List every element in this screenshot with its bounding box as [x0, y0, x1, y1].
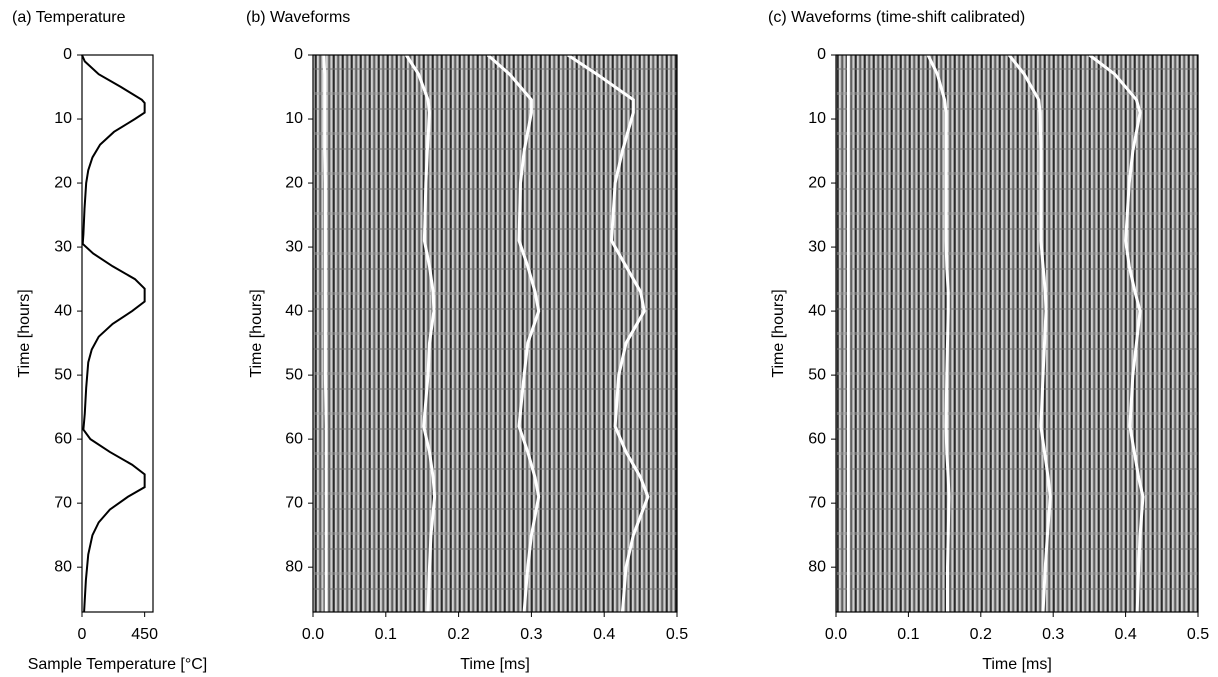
x-axis-label: Time [ms] [982, 656, 1052, 673]
y-tick-label: 60 [808, 430, 826, 447]
y-tick-label: 20 [285, 174, 303, 191]
y-tick-label: 80 [285, 558, 303, 575]
x-tick-label: 0.0 [825, 626, 847, 643]
y-tick-label: 70 [285, 494, 303, 511]
y-tick-label: 10 [285, 110, 303, 127]
y-tick-label: 60 [54, 430, 72, 447]
waveform-image [836, 55, 1198, 612]
y-tick-label: 0 [817, 46, 826, 63]
x-tick-label: 0.1 [897, 626, 919, 643]
y-tick-label: 50 [808, 366, 826, 383]
x-axis-label: Time [ms] [460, 656, 530, 673]
x-tick-label: 0.1 [375, 626, 397, 643]
x-tick-label: 0 [78, 626, 87, 643]
y-tick-label: 10 [54, 110, 72, 127]
x-tick-label: 0.2 [970, 626, 992, 643]
y-tick-label: 0 [63, 46, 72, 63]
temperature-line [81, 54, 146, 613]
y-tick-label: 0 [294, 46, 303, 63]
y-tick-label: 20 [808, 174, 826, 191]
waveform-image [313, 55, 677, 612]
picked-arrival-line [322, 54, 328, 612]
y-tick-label: 80 [808, 558, 826, 575]
y-tick-label: 80 [54, 558, 72, 575]
picked-arrival-line [404, 54, 437, 613]
x-tick-label: 0.3 [1042, 626, 1064, 643]
picked-arrival-line [566, 53, 650, 613]
axes-frame [81, 54, 154, 613]
y-tick-label: 40 [285, 302, 303, 319]
y-tick-label: 10 [808, 110, 826, 127]
picked-arrival-line [486, 53, 541, 613]
x-tick-label: 0.4 [1114, 626, 1136, 643]
y-tick-label: 60 [285, 430, 303, 447]
y-axis-label: Time [hours] [770, 289, 787, 377]
y-tick-label: 40 [808, 302, 826, 319]
x-tick-label: 0.4 [593, 626, 615, 643]
y-tick-label: 30 [285, 238, 303, 255]
y-axis-label: Time [hours] [16, 289, 33, 377]
axes-frame [835, 54, 1199, 613]
picked-arrival-line [1007, 54, 1052, 613]
picked-arrival-line [926, 54, 951, 612]
x-tick-label: 0.2 [447, 626, 469, 643]
y-tick-label: 70 [808, 494, 826, 511]
picked-arrival-line [1088, 53, 1145, 613]
panel-title: (a) Temperature [12, 9, 126, 26]
x-tick-label: 0.5 [1187, 626, 1209, 643]
y-tick-label: 40 [54, 302, 72, 319]
x-tick-label: 0.5 [666, 626, 688, 643]
y-axis-label: Time [hours] [248, 289, 265, 377]
x-tick-label: 0.0 [302, 626, 324, 643]
panel-title: (b) Waveforms [246, 9, 350, 26]
y-tick-label: 30 [54, 238, 72, 255]
y-tick-label: 30 [808, 238, 826, 255]
x-tick-label: 0.3 [520, 626, 542, 643]
panel-title: (c) Waveforms (time-shift calibrated) [768, 9, 1025, 26]
y-tick-label: 20 [54, 174, 72, 191]
y-tick-label: 70 [54, 494, 72, 511]
axes-frame [312, 54, 678, 613]
y-tick-label: 50 [285, 366, 303, 383]
y-tick-label: 50 [54, 366, 72, 383]
x-tick-label: 450 [131, 626, 158, 643]
x-axis-label: Sample Temperature [°C] [28, 656, 208, 673]
